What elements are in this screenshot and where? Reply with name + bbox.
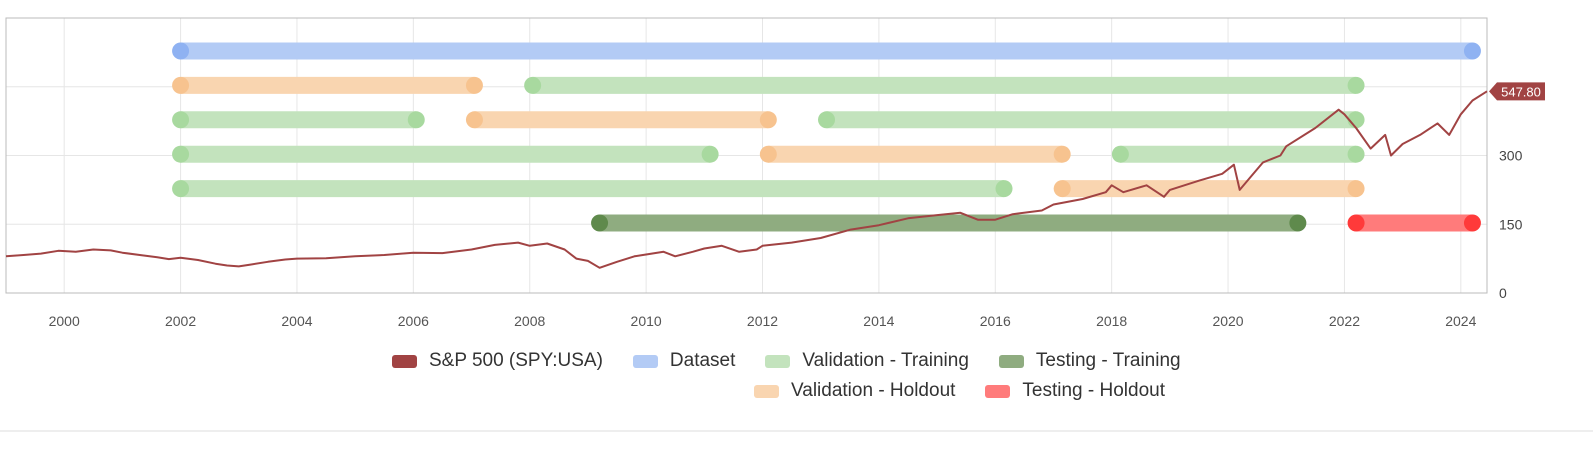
bar-start-dot [172, 76, 190, 94]
bar-start-dot [1111, 145, 1129, 163]
bar-end-dot [1053, 145, 1071, 163]
legend-item[interactable]: Validation - Training [765, 350, 969, 372]
bar-end-dot [1463, 214, 1481, 232]
bar-start-dot [818, 111, 836, 129]
y-tick-label: 300 [1499, 148, 1523, 164]
y-tick-label: 0 [1499, 285, 1507, 301]
legend-label: Validation - Holdout [791, 380, 956, 401]
x-tick-label: 2024 [1445, 313, 1476, 329]
bar-start-dot [172, 111, 190, 129]
x-tick-label: 2002 [165, 313, 196, 329]
x-tick-label: 2004 [281, 313, 312, 329]
x-tick-label: 2020 [1212, 313, 1243, 329]
bar-start-dot [1347, 214, 1365, 232]
x-tick-label: 2010 [631, 313, 662, 329]
legend-row-secondary: Validation - Holdout Testing - Holdout [754, 380, 1195, 402]
x-tick-label: 2000 [49, 313, 80, 329]
bar-end-dot [1289, 214, 1307, 232]
legend-swatch [632, 354, 658, 368]
legend-item[interactable]: Dataset [632, 350, 736, 372]
x-tick-label: 2012 [747, 313, 778, 329]
price-line [5, 90, 1488, 269]
bar-start-dot [172, 180, 190, 198]
bar-start-dot [591, 214, 609, 232]
bar-start-dot [759, 145, 777, 163]
bar-start-dot [1053, 180, 1071, 198]
legend-swatch [765, 354, 791, 368]
last-value-badge [1489, 82, 1545, 101]
bar-start-dot [465, 111, 483, 129]
x-tick-label: 2006 [398, 313, 429, 329]
x-tick-label: 2018 [1096, 313, 1127, 329]
plot-border [5, 17, 1488, 294]
legend-label: Testing - Holdout [1022, 380, 1165, 401]
bar-start-dot [172, 42, 190, 60]
bar-end-dot [1347, 180, 1365, 198]
timeline-chart: 0150300450200020022004200620082010201220… [5, 17, 1545, 329]
x-tick-label: 2016 [980, 313, 1011, 329]
legend-swatch [985, 384, 1011, 398]
legend-swatch [754, 384, 779, 398]
bar-end-dot [407, 111, 425, 129]
bar-end-dot [701, 145, 719, 163]
bar-end-dot [759, 111, 777, 129]
legend-label: Dataset [669, 350, 736, 371]
legend-item[interactable]: Testing - Training [998, 350, 1181, 372]
y-tick-label: 150 [1499, 216, 1523, 232]
bar-end-dot [1347, 145, 1365, 163]
bar-start-dot [524, 76, 542, 94]
chart-legend: S&P 500 (SPY:USA) Dataset Validation - Tra… [0, 350, 1593, 410]
x-tick-label: 2014 [863, 313, 894, 329]
footer-divider [0, 430, 1593, 432]
bar-end-dot [995, 180, 1013, 198]
bar-end-dot [1463, 42, 1481, 60]
legend-swatch [998, 354, 1024, 368]
bar-end-dot [1347, 76, 1365, 94]
legend-row-primary: S&P 500 (SPY:USA) Dataset Validation - Tra… [392, 350, 1211, 372]
x-tick-label: 2008 [514, 313, 545, 329]
legend-label: S&P 500 (SPY:USA) [429, 350, 603, 371]
last-value-label: 547.80 [1501, 84, 1541, 99]
bar-end-dot [465, 76, 483, 94]
legend-item[interactable]: Testing - Holdout [985, 380, 1165, 402]
bar-start-dot [172, 145, 190, 163]
legend-label: Validation - Training [802, 350, 969, 371]
legend-item[interactable]: Validation - Holdout [754, 380, 955, 402]
x-tick-label: 2022 [1329, 313, 1360, 329]
legend-swatch [392, 354, 417, 368]
legend-item[interactable]: S&P 500 (SPY:USA) [392, 350, 603, 372]
legend-label: Testing - Training [1035, 350, 1181, 371]
